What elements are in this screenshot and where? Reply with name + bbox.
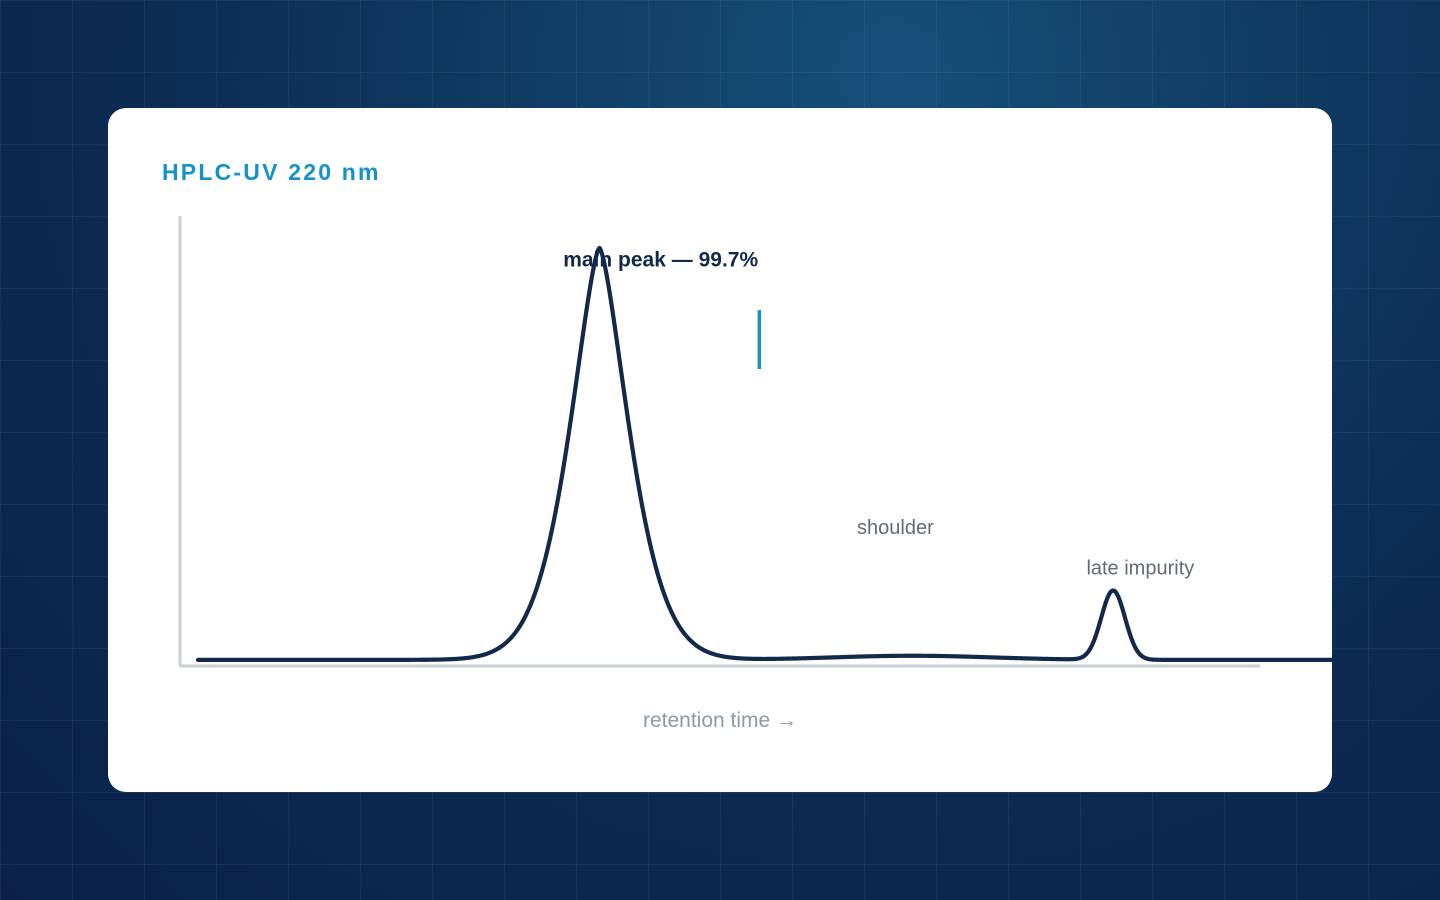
chart-card xyxy=(108,108,1332,792)
chart-title: HPLC-UV 220 nm xyxy=(162,159,381,185)
